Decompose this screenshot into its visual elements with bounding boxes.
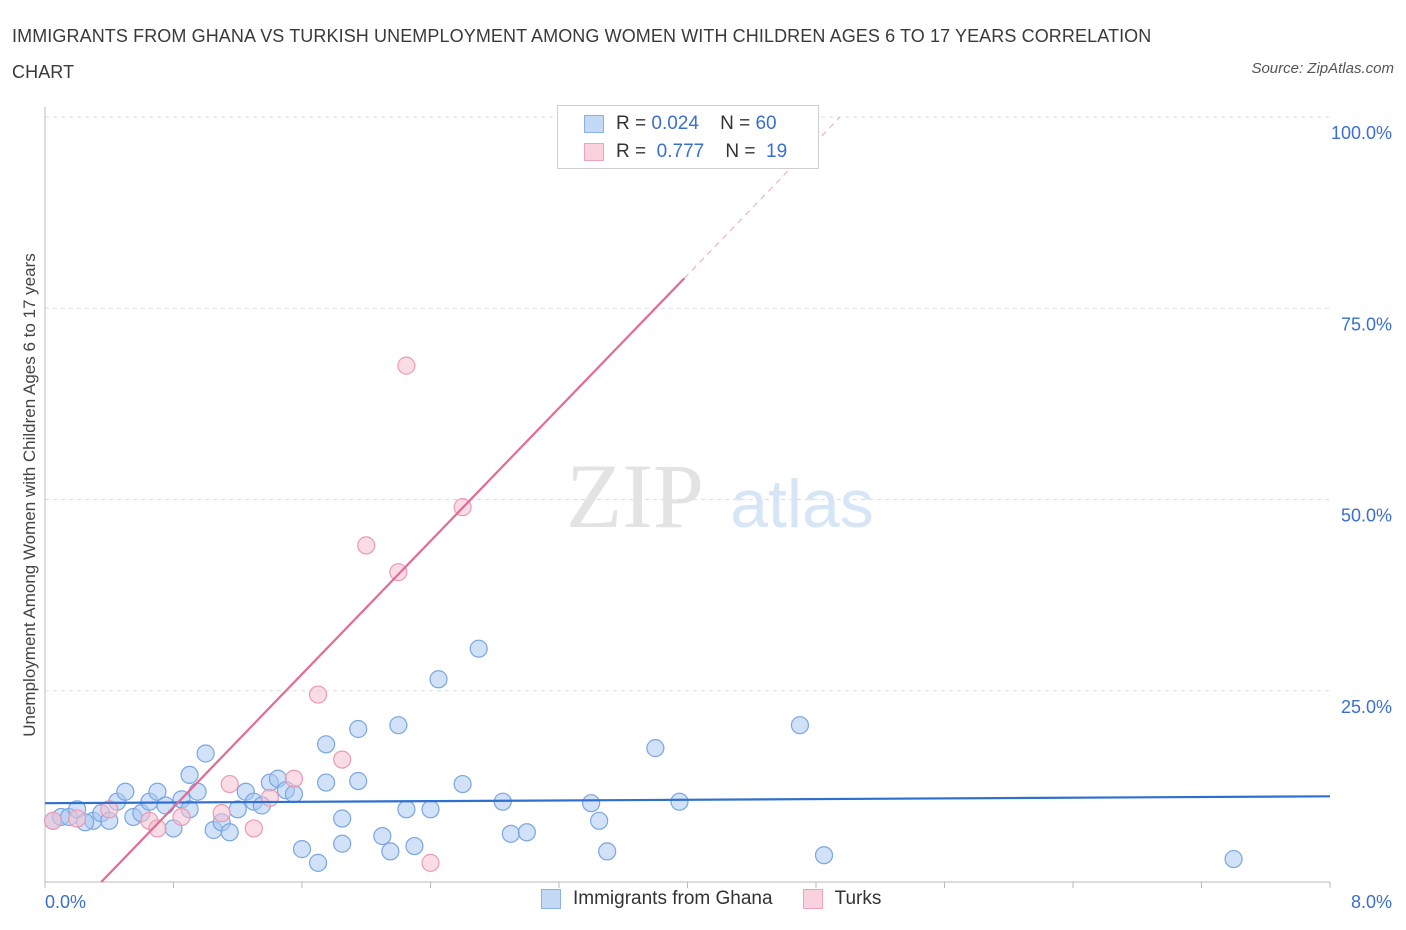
x-tick-label-start: 0.0% [45,892,86,912]
legend-n-label: N = [725,141,756,162]
grid-lines [45,116,1330,692]
point-ghana [582,794,601,813]
point-ghana [180,765,199,785]
point-ghana [188,782,207,801]
point-turks [421,853,440,872]
point-ghana [1224,849,1243,869]
point-ghana [790,716,810,735]
trend-lines [44,116,1331,883]
legend-swatch-ghana [584,115,604,133]
point-ghana [405,836,424,856]
point-ghana [590,811,609,830]
point-turks [284,769,304,788]
legend-n-value: 19 [766,141,788,162]
x-tick-label-end: 8.0% [1351,892,1392,912]
legend-item-ghana[interactable]: Immigrants from Ghana [541,888,773,910]
axes [44,107,1331,888]
legend-label-turks: Turks [834,888,882,909]
legend-r-label: R = [616,113,647,134]
point-ghana [349,771,368,791]
legend-row-ghana: R = 0.024 N = 60 [584,111,777,137]
point-ghana [284,784,304,804]
point-turks [260,788,279,807]
point-turks [68,809,87,828]
point-ghana [814,846,834,865]
point-ghana [292,840,312,859]
trend-line-ghana [44,795,1331,805]
point-ghana [349,719,368,739]
legend-item-turks[interactable]: Turks [802,888,882,910]
watermark: ZIP atlas [566,445,874,547]
point-turks [100,800,119,819]
point-turks [244,819,263,838]
tick-labels: 25.0% 50.0% 75.0% 100.0% 0.0% 8.0% [45,123,1392,912]
series-turks-points [43,107,625,872]
legend-n-value: 60 [755,113,777,134]
source-label: Source: ZipAtlas.com [1251,60,1394,77]
y-tick-label: 100.0% [1331,123,1392,143]
trend-line-turks [100,277,686,883]
point-ghana [429,670,448,689]
correlation-legend: R = 0.024 N = 60 R = 0.777 N = 19 [557,105,819,169]
point-turks [397,356,416,375]
point-ghana [228,800,247,819]
point-ghana [308,853,328,872]
point-ghana [148,782,167,801]
point-ghana [373,826,392,846]
series-legend: Immigrants from Ghana Turks [541,888,911,910]
point-turks [212,804,231,823]
point-turks [43,811,63,830]
legend-n-label: N = [720,113,751,134]
point-turks [389,563,408,582]
point-ghana [196,744,215,763]
point-ghana [646,739,665,758]
point-ghana [469,639,488,658]
point-ghana [501,824,520,843]
legend-swatch-turks [584,143,604,161]
point-ghana [316,735,336,754]
point-ghana [116,782,135,801]
point-turks [172,807,191,827]
point-ghana [397,800,416,819]
legend-swatch-turks [802,889,823,909]
legend-r-value: 0.777 [656,141,705,162]
point-ghana [316,773,336,792]
point-ghana [389,716,408,735]
point-turks [220,774,239,794]
watermark-atlas: atlas [730,466,874,542]
y-tick-label: 50.0% [1341,506,1392,526]
point-ghana [381,842,400,861]
legend-row-turks: R = 0.777 N = 19 [584,139,787,165]
chart-title: IMMIGRANTS FROM GHANA VS TURKISH UNEMPLO… [12,26,1152,82]
point-ghana [156,796,175,815]
legend-swatch-ghana [541,889,561,909]
point-ghana [333,834,352,853]
point-turks [357,536,376,555]
point-turks [308,685,328,704]
point-ghana [670,792,689,811]
y-tick-label: 75.0% [1341,314,1392,334]
trend-line-turks-projection [683,116,841,279]
point-ghana [517,823,536,842]
point-turks [333,750,352,769]
point-turks [148,819,167,838]
point-ghana [598,842,617,861]
point-ghana [220,823,239,842]
legend-r-label: R = [616,141,647,162]
point-ghana [421,800,440,819]
point-ghana [453,774,472,794]
y-tick-label: 25.0% [1341,697,1392,717]
legend-r-value: 0.024 [651,113,699,134]
legend-label-ghana: Immigrants from Ghana [573,888,773,909]
watermark-zip: ZIP [566,445,704,547]
point-ghana [333,809,352,828]
